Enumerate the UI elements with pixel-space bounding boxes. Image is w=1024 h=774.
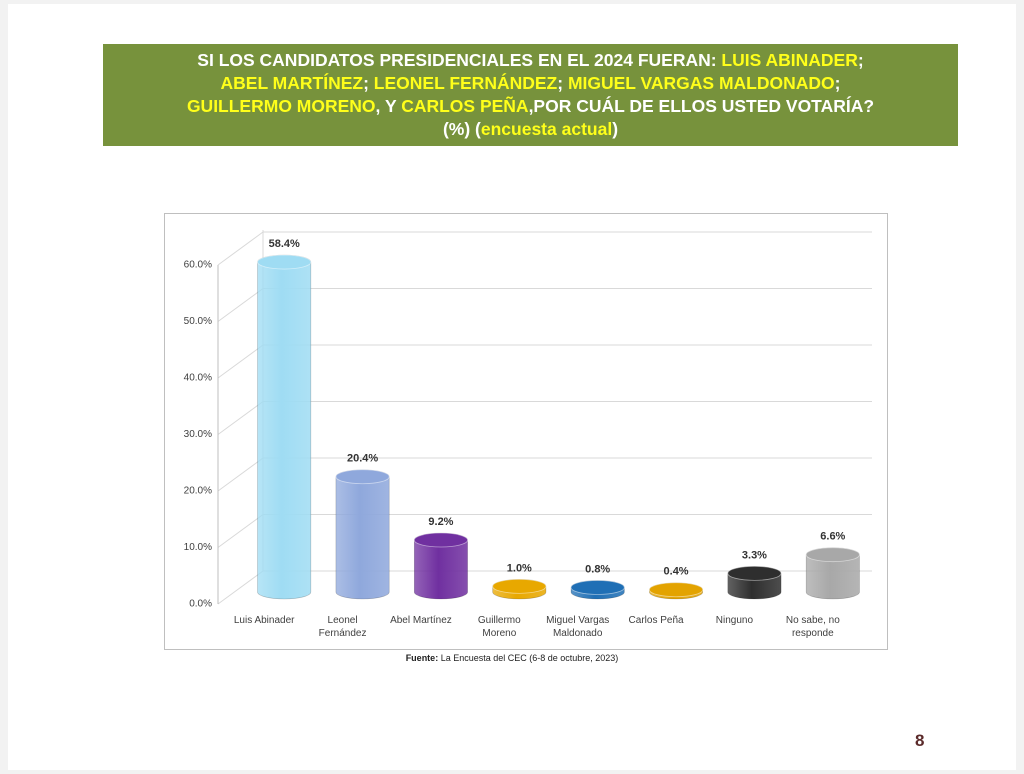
y-tick-label: 60.0% xyxy=(184,260,212,271)
title-segment: CARLOS PEÑA xyxy=(401,96,529,116)
bar xyxy=(335,469,390,600)
title-segment: ; xyxy=(557,73,568,93)
value-label: 20.4% xyxy=(347,453,378,465)
title-segment: , Y xyxy=(375,96,402,116)
value-label: 6.6% xyxy=(820,531,845,543)
grid-line xyxy=(217,514,264,548)
title-segment: LEONEL FERNÁNDEZ xyxy=(373,73,558,93)
x-tick-label: Guillermo Moreno xyxy=(477,615,521,639)
bar-top xyxy=(805,547,860,563)
bar-top xyxy=(335,469,390,485)
source: Fuente: La Encuesta del CEC (6-8 de octu… xyxy=(0,653,1024,663)
x-tick-label: Ninguno xyxy=(715,615,754,626)
bar-top xyxy=(649,582,704,598)
y-tick-label: 30.0% xyxy=(184,429,212,440)
title-segment: GUILLERMO MORENO xyxy=(186,96,376,116)
bar xyxy=(257,254,312,600)
header-title: SI LOS CANDIDATOS PRESIDENCIALES EN EL 2… xyxy=(103,44,958,146)
bar-top xyxy=(413,532,468,548)
grid-line xyxy=(217,457,264,492)
y-tick-label: 40.0% xyxy=(184,373,212,384)
y-tick-label: 10.0% xyxy=(184,542,212,553)
y-tick-label: 20.0% xyxy=(184,486,212,497)
title-segment: ) xyxy=(612,119,619,139)
title-segment: LUIS ABINADER xyxy=(721,50,858,70)
grid-line xyxy=(217,231,264,266)
chart-frame xyxy=(164,213,888,650)
title-segment: ,POR CUÁL DE ELLOS USTED VOTARÍA? (%) ( xyxy=(442,96,875,139)
title-segment: MIGUEL VARGAS MALDONADO xyxy=(567,73,835,93)
grid-line xyxy=(217,288,264,322)
bar-top xyxy=(257,254,312,270)
x-tick-label: Abel Martínez xyxy=(390,615,452,626)
x-tick-label: Leonel Fernández xyxy=(318,615,367,639)
value-label: 3.3% xyxy=(742,549,767,561)
source-text: La Encuesta del CEC (6-8 de octubre, 202… xyxy=(438,653,619,663)
value-label: 9.2% xyxy=(428,516,453,528)
value-label: 58.4% xyxy=(269,238,300,250)
value-label: 0.4% xyxy=(664,566,689,578)
grid-line xyxy=(217,570,264,605)
title-segment: ; xyxy=(363,73,374,93)
title-segment: ; xyxy=(857,50,864,70)
title-segment: encuesta actual xyxy=(480,119,613,139)
x-tick-label: Luis Abinader xyxy=(233,615,295,626)
page-number: 8 xyxy=(915,731,925,750)
x-tick-label: No sabe, no responde xyxy=(785,615,840,639)
x-tick-label: Carlos Peña xyxy=(628,615,684,626)
title-segment: ABEL MARTÍNEZ xyxy=(220,73,364,93)
bar-top xyxy=(727,565,782,581)
grid-line xyxy=(217,401,264,435)
value-label: 1.0% xyxy=(507,562,532,574)
value-label: 0.8% xyxy=(585,563,610,575)
title-segment: SI LOS CANDIDATOS PRESIDENCIALES EN EL 2… xyxy=(197,50,722,70)
source-label: Fuente: xyxy=(405,653,439,663)
grid-line xyxy=(217,344,264,379)
bar-top xyxy=(570,580,625,595)
x-tick-label: Miguel Vargas Maldonado xyxy=(546,615,610,639)
bar-top xyxy=(492,578,547,594)
y-tick-label: 0.0% xyxy=(189,599,212,610)
y-tick-label: 50.0% xyxy=(184,316,212,327)
title-segment: ; xyxy=(834,73,841,93)
